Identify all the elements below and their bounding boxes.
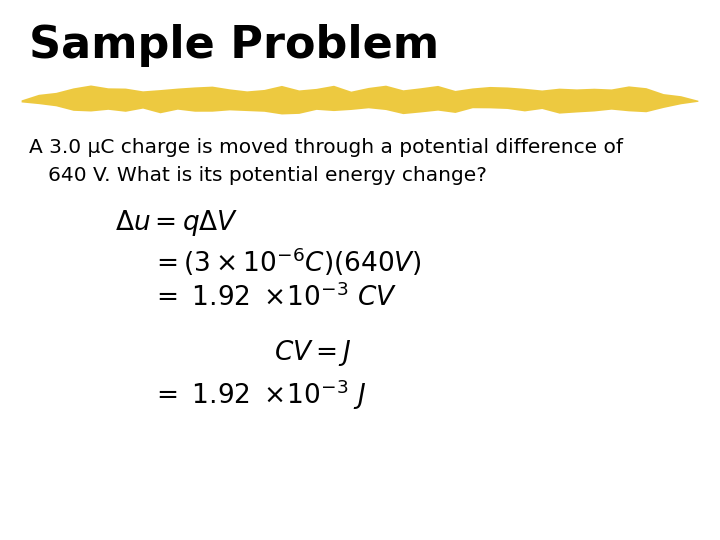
Text: 640 V. What is its potential energy change?: 640 V. What is its potential energy chan… xyxy=(29,166,487,185)
Text: $= (3 \times 10^{-6}C)(640V)$: $= (3 \times 10^{-6}C)(640V)$ xyxy=(151,246,422,278)
Text: $\Delta u = q\Delta V$: $\Delta u = q\Delta V$ xyxy=(115,208,239,238)
Text: $=\ 1.92\ \times\!10^{-3}\ CV$: $=\ 1.92\ \times\!10^{-3}\ CV$ xyxy=(151,284,397,312)
Text: $=\ 1.92\ \times\!10^{-3}\ J$: $=\ 1.92\ \times\!10^{-3}\ J$ xyxy=(151,378,366,413)
Text: $CV = J$: $CV = J$ xyxy=(274,338,351,368)
Text: A 3.0 μC charge is moved through a potential difference of: A 3.0 μC charge is moved through a poten… xyxy=(29,138,623,157)
Polygon shape xyxy=(22,85,698,114)
Text: Sample Problem: Sample Problem xyxy=(29,24,439,68)
